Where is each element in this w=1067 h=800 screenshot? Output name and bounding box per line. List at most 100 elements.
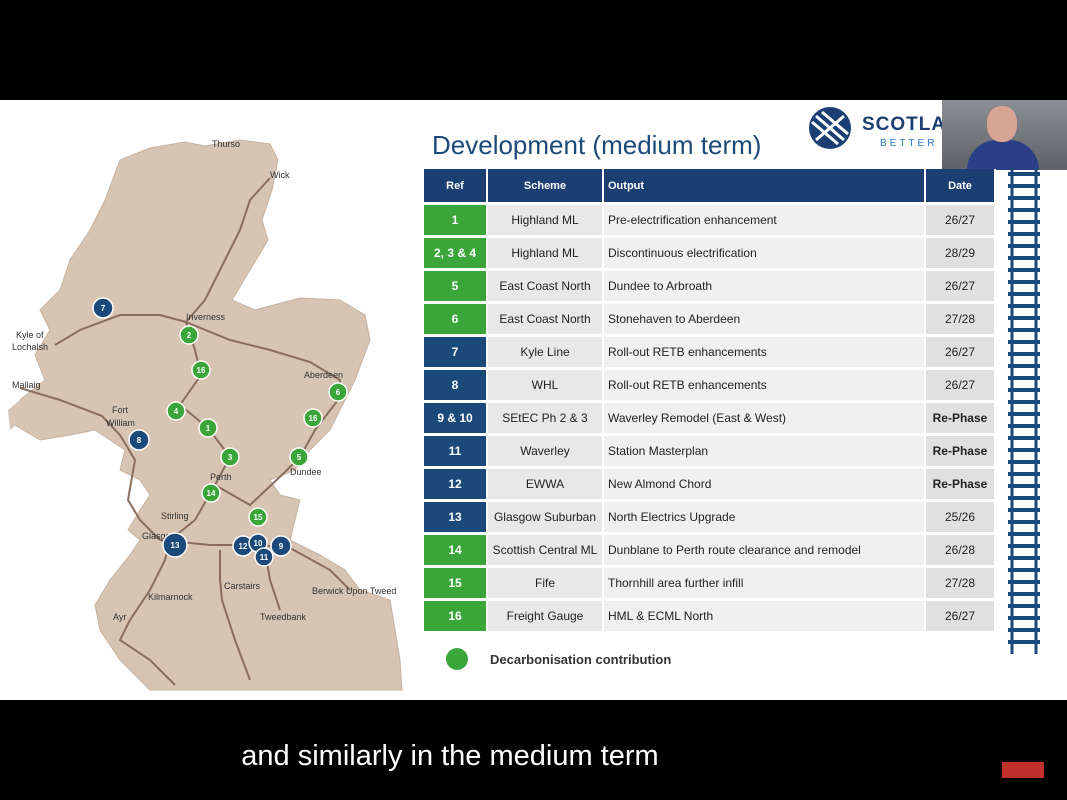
place-label: Stirling — [161, 511, 189, 521]
cell-ref: 9 & 10 — [424, 403, 488, 433]
cell-date: Re-Phase — [926, 403, 996, 433]
cell-date: 28/29 — [926, 238, 996, 268]
header-scheme: Scheme — [488, 169, 604, 202]
logo-text: SCOTLAN — [862, 114, 961, 135]
cell-output: Roll-out RETB enhancements — [604, 370, 926, 400]
marker-label: 14 — [207, 489, 216, 498]
cell-ref: 1 — [424, 205, 488, 235]
cell-date: 26/27 — [926, 601, 996, 631]
marker-circle — [289, 447, 309, 467]
place-label: Dundee — [290, 467, 322, 477]
place-label: Mallaig — [12, 380, 41, 390]
place-label: Inverness — [186, 312, 226, 322]
cell-output: Roll-out RETB enhancements — [604, 337, 926, 367]
marker-label: 8 — [137, 436, 142, 445]
marker-label: 3 — [228, 453, 233, 462]
marker-circle — [220, 447, 240, 467]
place-label: Aberdeen — [304, 370, 343, 380]
marker-label: 16 — [197, 366, 206, 375]
marker-label: 11 — [260, 553, 269, 562]
cell-ref: 5 — [424, 271, 488, 301]
marker-circle — [328, 382, 348, 402]
presenter-head — [987, 106, 1017, 142]
place-label: Wick — [270, 170, 290, 180]
cell-ref: 2, 3 & 4 — [424, 238, 488, 268]
marker-label: 4 — [174, 407, 179, 416]
scotland-map: Thurso Wick Inverness Kyle of Lochalsh Mallai… — [8, 139, 403, 691]
marker-circle — [92, 297, 114, 319]
header-ref: Ref — [424, 169, 488, 202]
marker-label: 6 — [336, 388, 341, 397]
cell-date: 27/28 — [926, 568, 996, 598]
cell-ref: 11 — [424, 436, 488, 466]
cell-ref: 16 — [424, 601, 488, 631]
cell-output: North Electrics Upgrade — [604, 502, 926, 532]
scheme-marker: 1 — [198, 418, 218, 438]
cell-ref: 12 — [424, 469, 488, 499]
place-label: Tweedbank — [260, 612, 307, 622]
marker-label: 15 — [254, 513, 263, 522]
cell-scheme: Fife — [488, 568, 604, 598]
scheme-marker: 9 — [270, 535, 292, 557]
place-label: Fort — [112, 405, 129, 415]
schemes-table: Ref Scheme Output Date 1 Highland ML Pre-e… — [424, 166, 996, 634]
table-row: 12 EWWA New Almond Chord Re-Phase — [424, 469, 996, 499]
video-caption: and similarly in the medium term — [241, 740, 659, 772]
marker-circle — [201, 483, 221, 503]
scheme-marker: 4 — [166, 401, 186, 421]
cell-date: 26/27 — [926, 337, 996, 367]
table-row: 6 East Coast North Stonehaven to Aberdeen 2… — [424, 304, 996, 334]
cell-date: 27/28 — [926, 304, 996, 334]
marker-label: 10 — [254, 539, 263, 548]
scheme-marker: 3 — [220, 447, 240, 467]
scheme-marker: 5 — [289, 447, 309, 467]
map-land — [8, 139, 403, 691]
table-row: 8 WHL Roll-out RETB enhancements 26/27 — [424, 370, 996, 400]
marker-label: 16 — [309, 414, 318, 423]
cell-output: New Almond Chord — [604, 469, 926, 499]
cell-date: 26/27 — [926, 370, 996, 400]
page-title: Development (medium term) — [432, 130, 762, 160]
cell-date: Re-Phase — [926, 436, 996, 466]
table-row: 11 Waverley Station Masterplan Re-Phase — [424, 436, 996, 466]
place-label: William — [106, 418, 135, 428]
table-row: 2, 3 & 4 Highland ML Discontinuous electri… — [424, 238, 996, 268]
cell-output: Stonehaven to Aberdeen — [604, 304, 926, 334]
cell-scheme: Waverley — [488, 436, 604, 466]
slide: Thurso Wick Inverness Kyle of Lochalsh Mallai… — [0, 100, 1067, 700]
scheme-marker: 15 — [248, 507, 268, 527]
scheme-marker: 7 — [92, 297, 114, 319]
cell-output: Waverley Remodel (East & West) — [604, 403, 926, 433]
cell-scheme: EWWA — [488, 469, 604, 499]
marker-label: 9 — [279, 542, 284, 551]
marker-circle — [198, 418, 218, 438]
marker-label: 2 — [187, 331, 192, 340]
table-row: 9 & 10 SEtEC Ph 2 & 3 Waverley Remodel (Ea… — [424, 403, 996, 433]
cell-output: Dunblane to Perth route clearance and re… — [604, 535, 926, 565]
table-row: 1 Highland ML Pre-electrification enhancem… — [424, 205, 996, 235]
scheme-marker: 13 — [162, 532, 188, 558]
scheme-marker: 14 — [201, 483, 221, 503]
scheme-marker: 11 — [254, 547, 274, 567]
place-label: Ayr — [113, 612, 126, 622]
cell-ref: 14 — [424, 535, 488, 565]
table-row: 13 Glasgow Suburban North Electrics Upgrad… — [424, 502, 996, 532]
table-row: 15 Fife Thornhill area further infill 27/28 — [424, 568, 996, 598]
transport-scotland-logo — [809, 107, 851, 149]
table-row: 14 Scottish Central ML Dunblane to Perth r… — [424, 535, 996, 565]
cell-date: 25/26 — [926, 502, 996, 532]
cell-date: 26/28 — [926, 535, 996, 565]
place-labels: Thurso Wick Inverness Kyle of Lochalsh Mallai… — [12, 139, 396, 622]
table-row: 16 Freight Gauge HML & ECML North 26/27 — [424, 601, 996, 631]
table-header-row: Ref Scheme Output Date — [424, 169, 996, 202]
table-row: 5 East Coast North Dundee to Arbroath 26/27 — [424, 271, 996, 301]
scheme-marker: 6 — [328, 382, 348, 402]
cell-scheme: Kyle Line — [488, 337, 604, 367]
cell-scheme: Scottish Central ML — [488, 535, 604, 565]
cell-scheme: Highland ML — [488, 238, 604, 268]
marker-circle — [162, 532, 188, 558]
cell-output: Dundee to Arbroath — [604, 271, 926, 301]
marker-circle — [128, 429, 150, 451]
marker-circle — [179, 325, 199, 345]
legend-label: Decarbonisation contribution — [490, 652, 672, 667]
